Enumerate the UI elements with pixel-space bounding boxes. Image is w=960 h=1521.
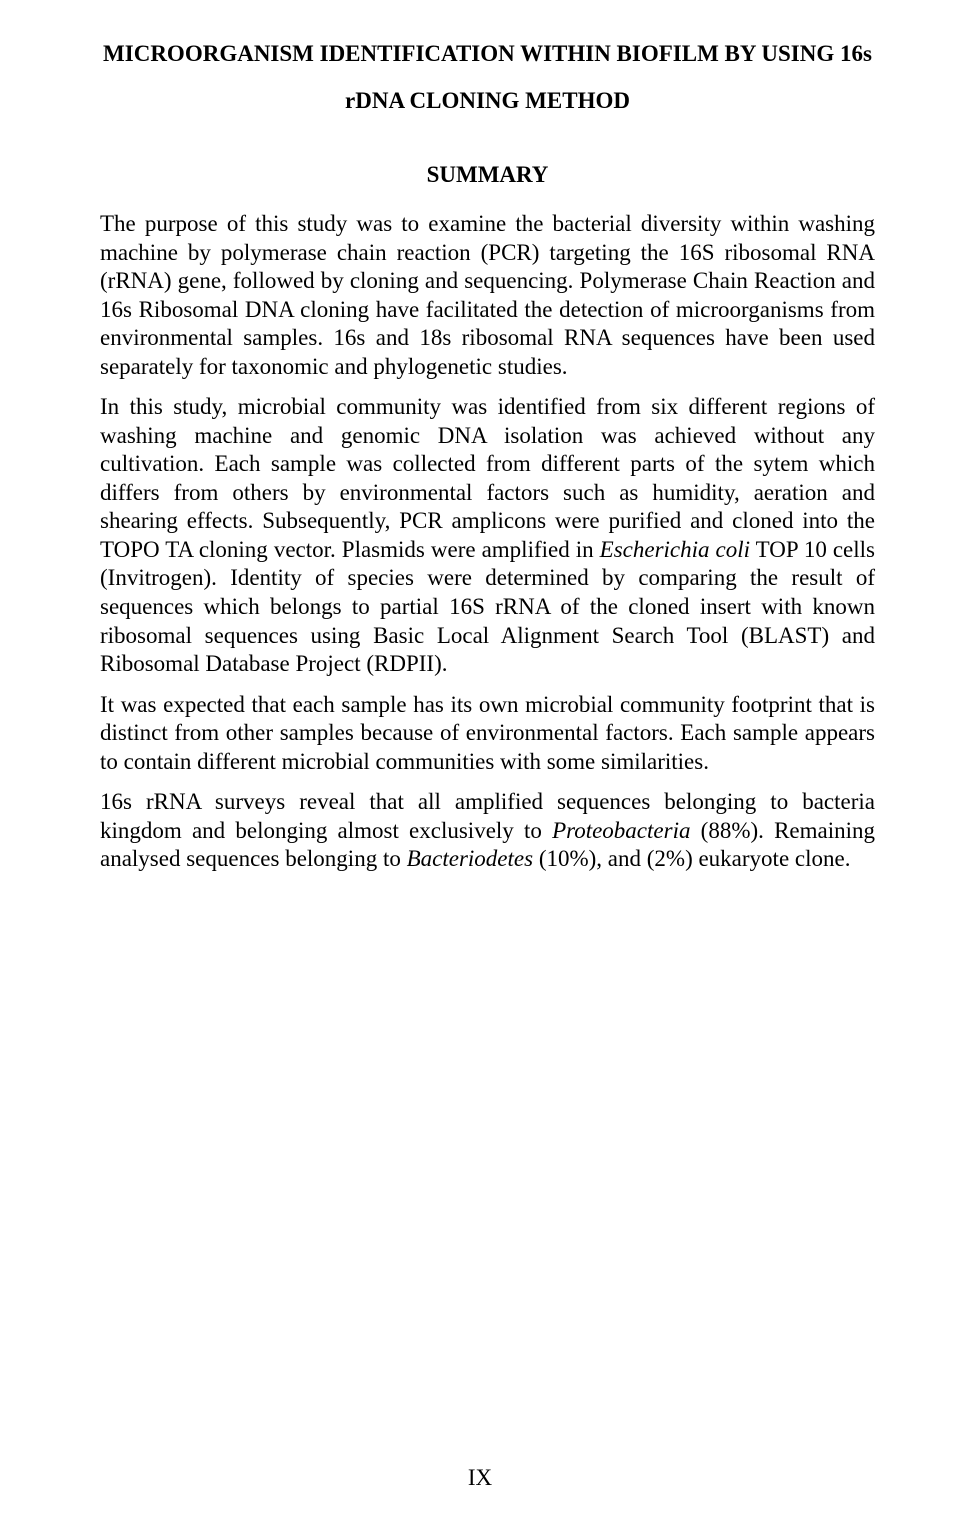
- document-page: MICROORGANISM IDENTIFICATION WITHIN BIOF…: [0, 0, 960, 1521]
- paragraph-4: 16s rRNA surveys reveal that all amplifi…: [100, 788, 875, 874]
- title-line-2: rDNA CLONING METHOD: [345, 88, 630, 113]
- p4-italic-2: Bacteriodetes: [407, 846, 533, 871]
- paragraph-3: It was expected that each sample has its…: [100, 691, 875, 777]
- title-line-1: MICROORGANISM IDENTIFICATION WITHIN BIOF…: [103, 41, 872, 66]
- p4-italic-1: Proteobacteria: [552, 818, 690, 843]
- p2-italic-1: Escherichia coli: [600, 537, 750, 562]
- paragraph-1: The purpose of this study was to examine…: [100, 210, 875, 381]
- paragraph-2: In this study, microbial community was i…: [100, 393, 875, 678]
- document-title: MICROORGANISM IDENTIFICATION WITHIN BIOF…: [100, 30, 875, 124]
- summary-heading: SUMMARY: [100, 162, 875, 188]
- page-number: IX: [0, 1465, 960, 1491]
- p4-text-c: (10%), and (2%) eukaryote clone.: [533, 846, 850, 871]
